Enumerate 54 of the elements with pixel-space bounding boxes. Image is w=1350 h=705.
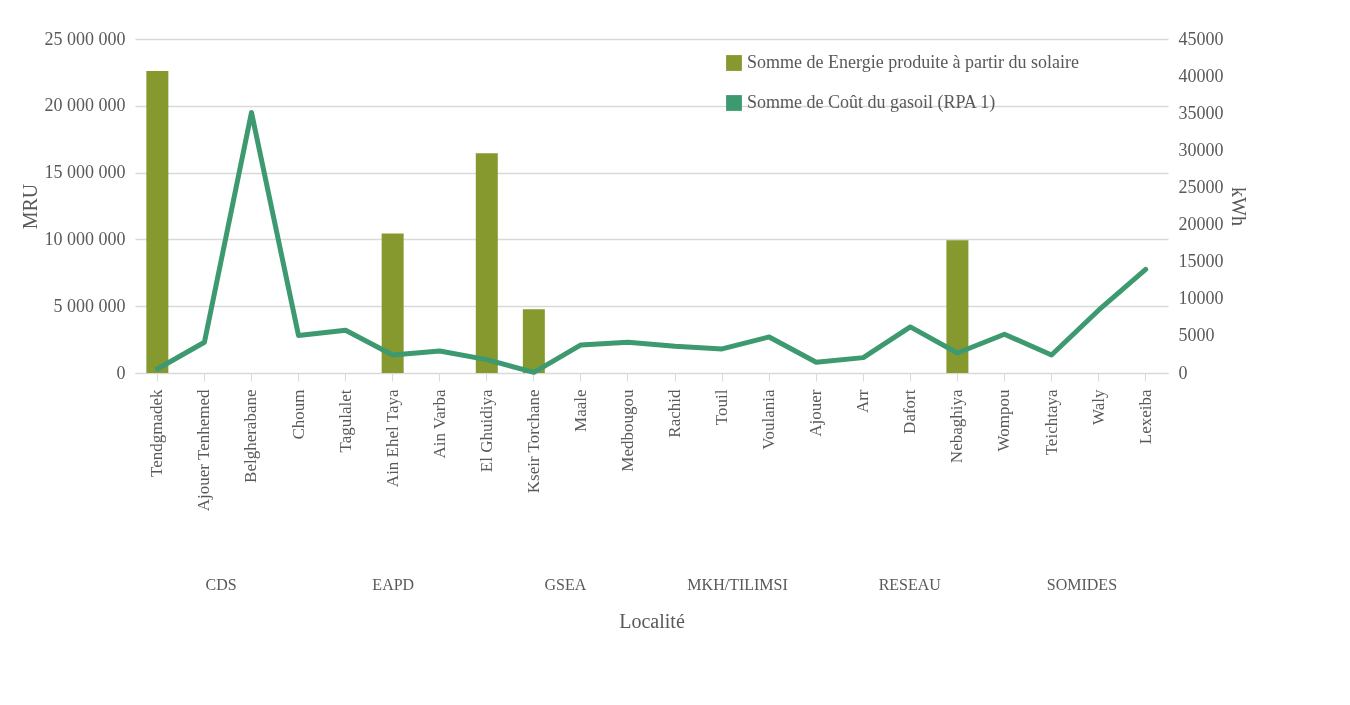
x-axis-title: Localité bbox=[619, 609, 685, 632]
y-tick-label: 5 000 000 bbox=[53, 295, 126, 316]
legend-label: Somme de Coût du gasoil (RPA 1) bbox=[747, 92, 996, 113]
x-tick-label: Touil bbox=[712, 389, 732, 426]
legend-label: Somme de Energie produite à partir du solaire bbox=[747, 52, 1080, 72]
y-tick-label: 20 000 000 bbox=[44, 95, 126, 116]
y2-tick-label: 5000 bbox=[1178, 325, 1215, 346]
y2-tick-label: 35000 bbox=[1178, 102, 1224, 123]
y-tick-label: 15 000 000 bbox=[44, 162, 126, 183]
x-tick-label: Dafort bbox=[900, 389, 920, 434]
x-tick-label: Choum bbox=[288, 389, 308, 440]
x-tick-label: Ajouer Tenhemed bbox=[194, 389, 214, 512]
x-tick-label: Medbougou bbox=[617, 389, 637, 472]
x-tick-label: Ajouer bbox=[806, 389, 826, 437]
text: GSEA bbox=[544, 576, 587, 593]
x-tick-label: Ain Ehel Taya bbox=[382, 389, 402, 488]
y2-tick-label: 0 bbox=[1178, 362, 1188, 383]
x-tick-label: Waly bbox=[1088, 389, 1108, 425]
x-tick-label: Tendgmadek bbox=[147, 389, 167, 478]
bar bbox=[146, 70, 169, 373]
x-tick-label: Teichtaya bbox=[1041, 389, 1061, 456]
y2-tick-label: 15000 bbox=[1178, 251, 1224, 272]
text: MKH/TILIMSI bbox=[687, 576, 788, 593]
x-tick-label: El Ghuidiya bbox=[476, 389, 496, 473]
y2-axis-title: kWh bbox=[1227, 187, 1250, 226]
y-tick-label: 10 000 000 bbox=[44, 228, 126, 249]
x-tick-label: Arr bbox=[853, 389, 873, 414]
x-tick-label: Lexeiba bbox=[1135, 389, 1155, 445]
x-tick-label: Voulania bbox=[759, 389, 779, 450]
y-tick-label: 0 bbox=[116, 362, 126, 383]
text: RESEAU bbox=[878, 576, 942, 593]
x-tick-label: Kseir Torchane bbox=[523, 389, 543, 494]
bar bbox=[381, 233, 404, 373]
x-tick-label: Wompou bbox=[994, 389, 1014, 452]
bar bbox=[946, 240, 969, 373]
y2-tick-label: 45000 bbox=[1178, 28, 1224, 49]
x-tick-label: Rachid bbox=[665, 389, 685, 438]
y2-tick-label: 30000 bbox=[1178, 139, 1224, 160]
y2-tick-label: 40000 bbox=[1178, 65, 1224, 86]
y-axis-title: MRU bbox=[18, 183, 41, 230]
x-tick-label: Ain Varba bbox=[429, 389, 449, 459]
x-tick-label: Belgherabane bbox=[241, 389, 261, 483]
x-tick-label: Nebaghiya bbox=[947, 389, 967, 464]
text: CDS bbox=[205, 576, 237, 593]
y-tick-label: 25 000 000 bbox=[44, 28, 126, 49]
bar bbox=[522, 309, 545, 373]
y2-tick-label: 20000 bbox=[1178, 214, 1224, 235]
y2-tick-label: 25000 bbox=[1178, 176, 1224, 197]
text: EAPD bbox=[372, 576, 415, 593]
text: SOMIDES bbox=[1046, 576, 1118, 593]
x-tick-label: Tagulalet bbox=[335, 389, 355, 453]
bar bbox=[475, 153, 498, 373]
y2-tick-label: 10000 bbox=[1178, 288, 1224, 309]
x-tick-label: Maale bbox=[570, 389, 590, 432]
